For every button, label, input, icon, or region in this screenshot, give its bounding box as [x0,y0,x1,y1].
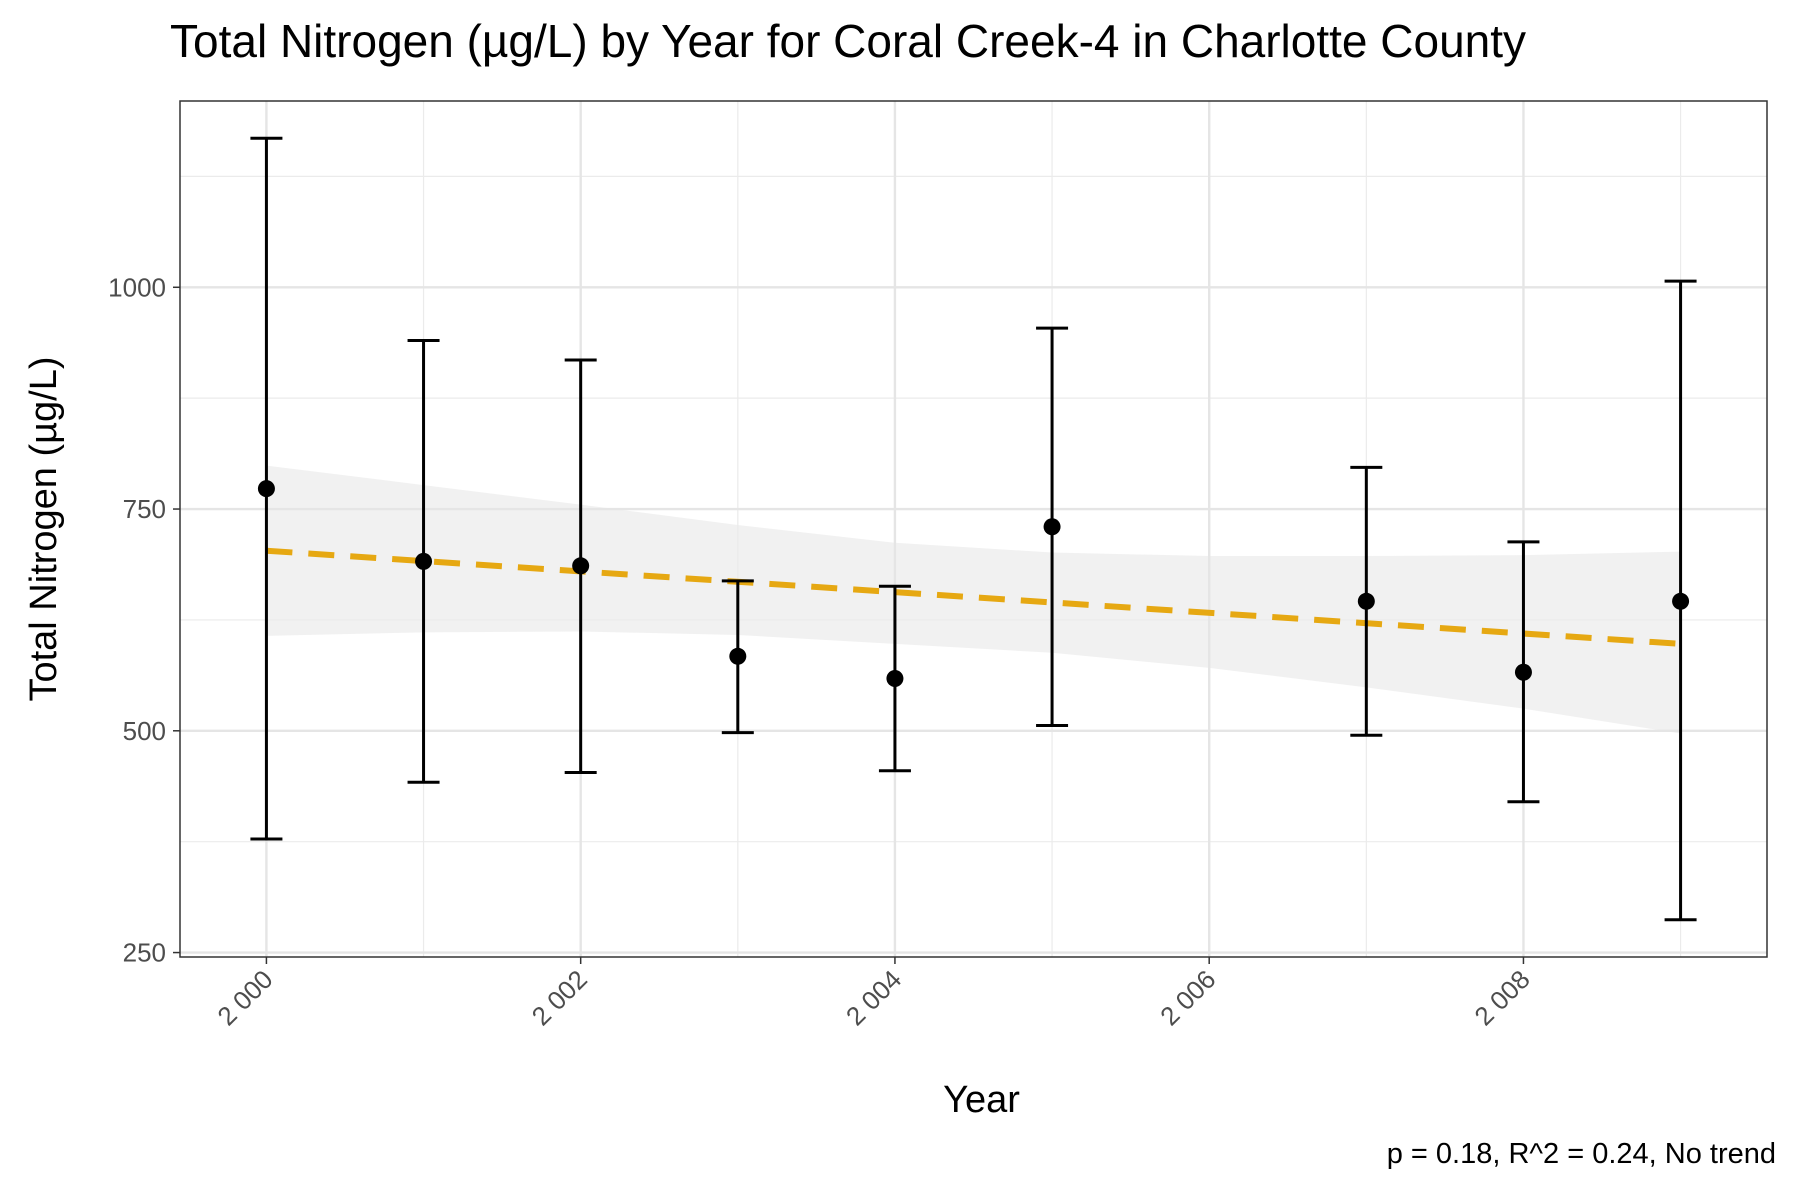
y-tick-label: 750 [123,494,166,524]
chart-caption: p = 0.18, R^2 = 0.24, No trend [1386,1138,1776,1170]
data-point [1672,592,1690,610]
data-point [257,480,275,498]
data-point [1043,518,1061,536]
data-point [1514,663,1532,681]
trend-line [266,547,1681,647]
x-tick-label: 2 004 [840,964,907,1031]
data-point [729,647,747,665]
trend-line-layer [266,547,1681,647]
panel-border [179,100,1768,958]
y-tick-label: 250 [123,938,166,968]
y-axis-title: Total Nitrogen (µg/L) [23,356,65,701]
data-point [415,552,433,570]
y-tick-label: 1000 [108,272,166,302]
point-layer [257,480,1690,687]
data-point [1357,592,1375,610]
confidence-band [266,465,1681,734]
data-point [886,669,904,687]
chart-title: Total Nitrogen (µg/L) by Year for Coral … [170,15,1527,67]
y-tick-label: 500 [123,716,166,746]
x-tick-label: 2 008 [1468,964,1535,1031]
x-axis-title: Year [943,1079,1020,1121]
x-tick-label: 2 002 [526,964,593,1031]
data-point [572,557,590,575]
x-tick-label: 2 006 [1154,964,1221,1031]
x-tick-label: 2 000 [211,964,278,1031]
confidence-band-layer [266,465,1681,734]
